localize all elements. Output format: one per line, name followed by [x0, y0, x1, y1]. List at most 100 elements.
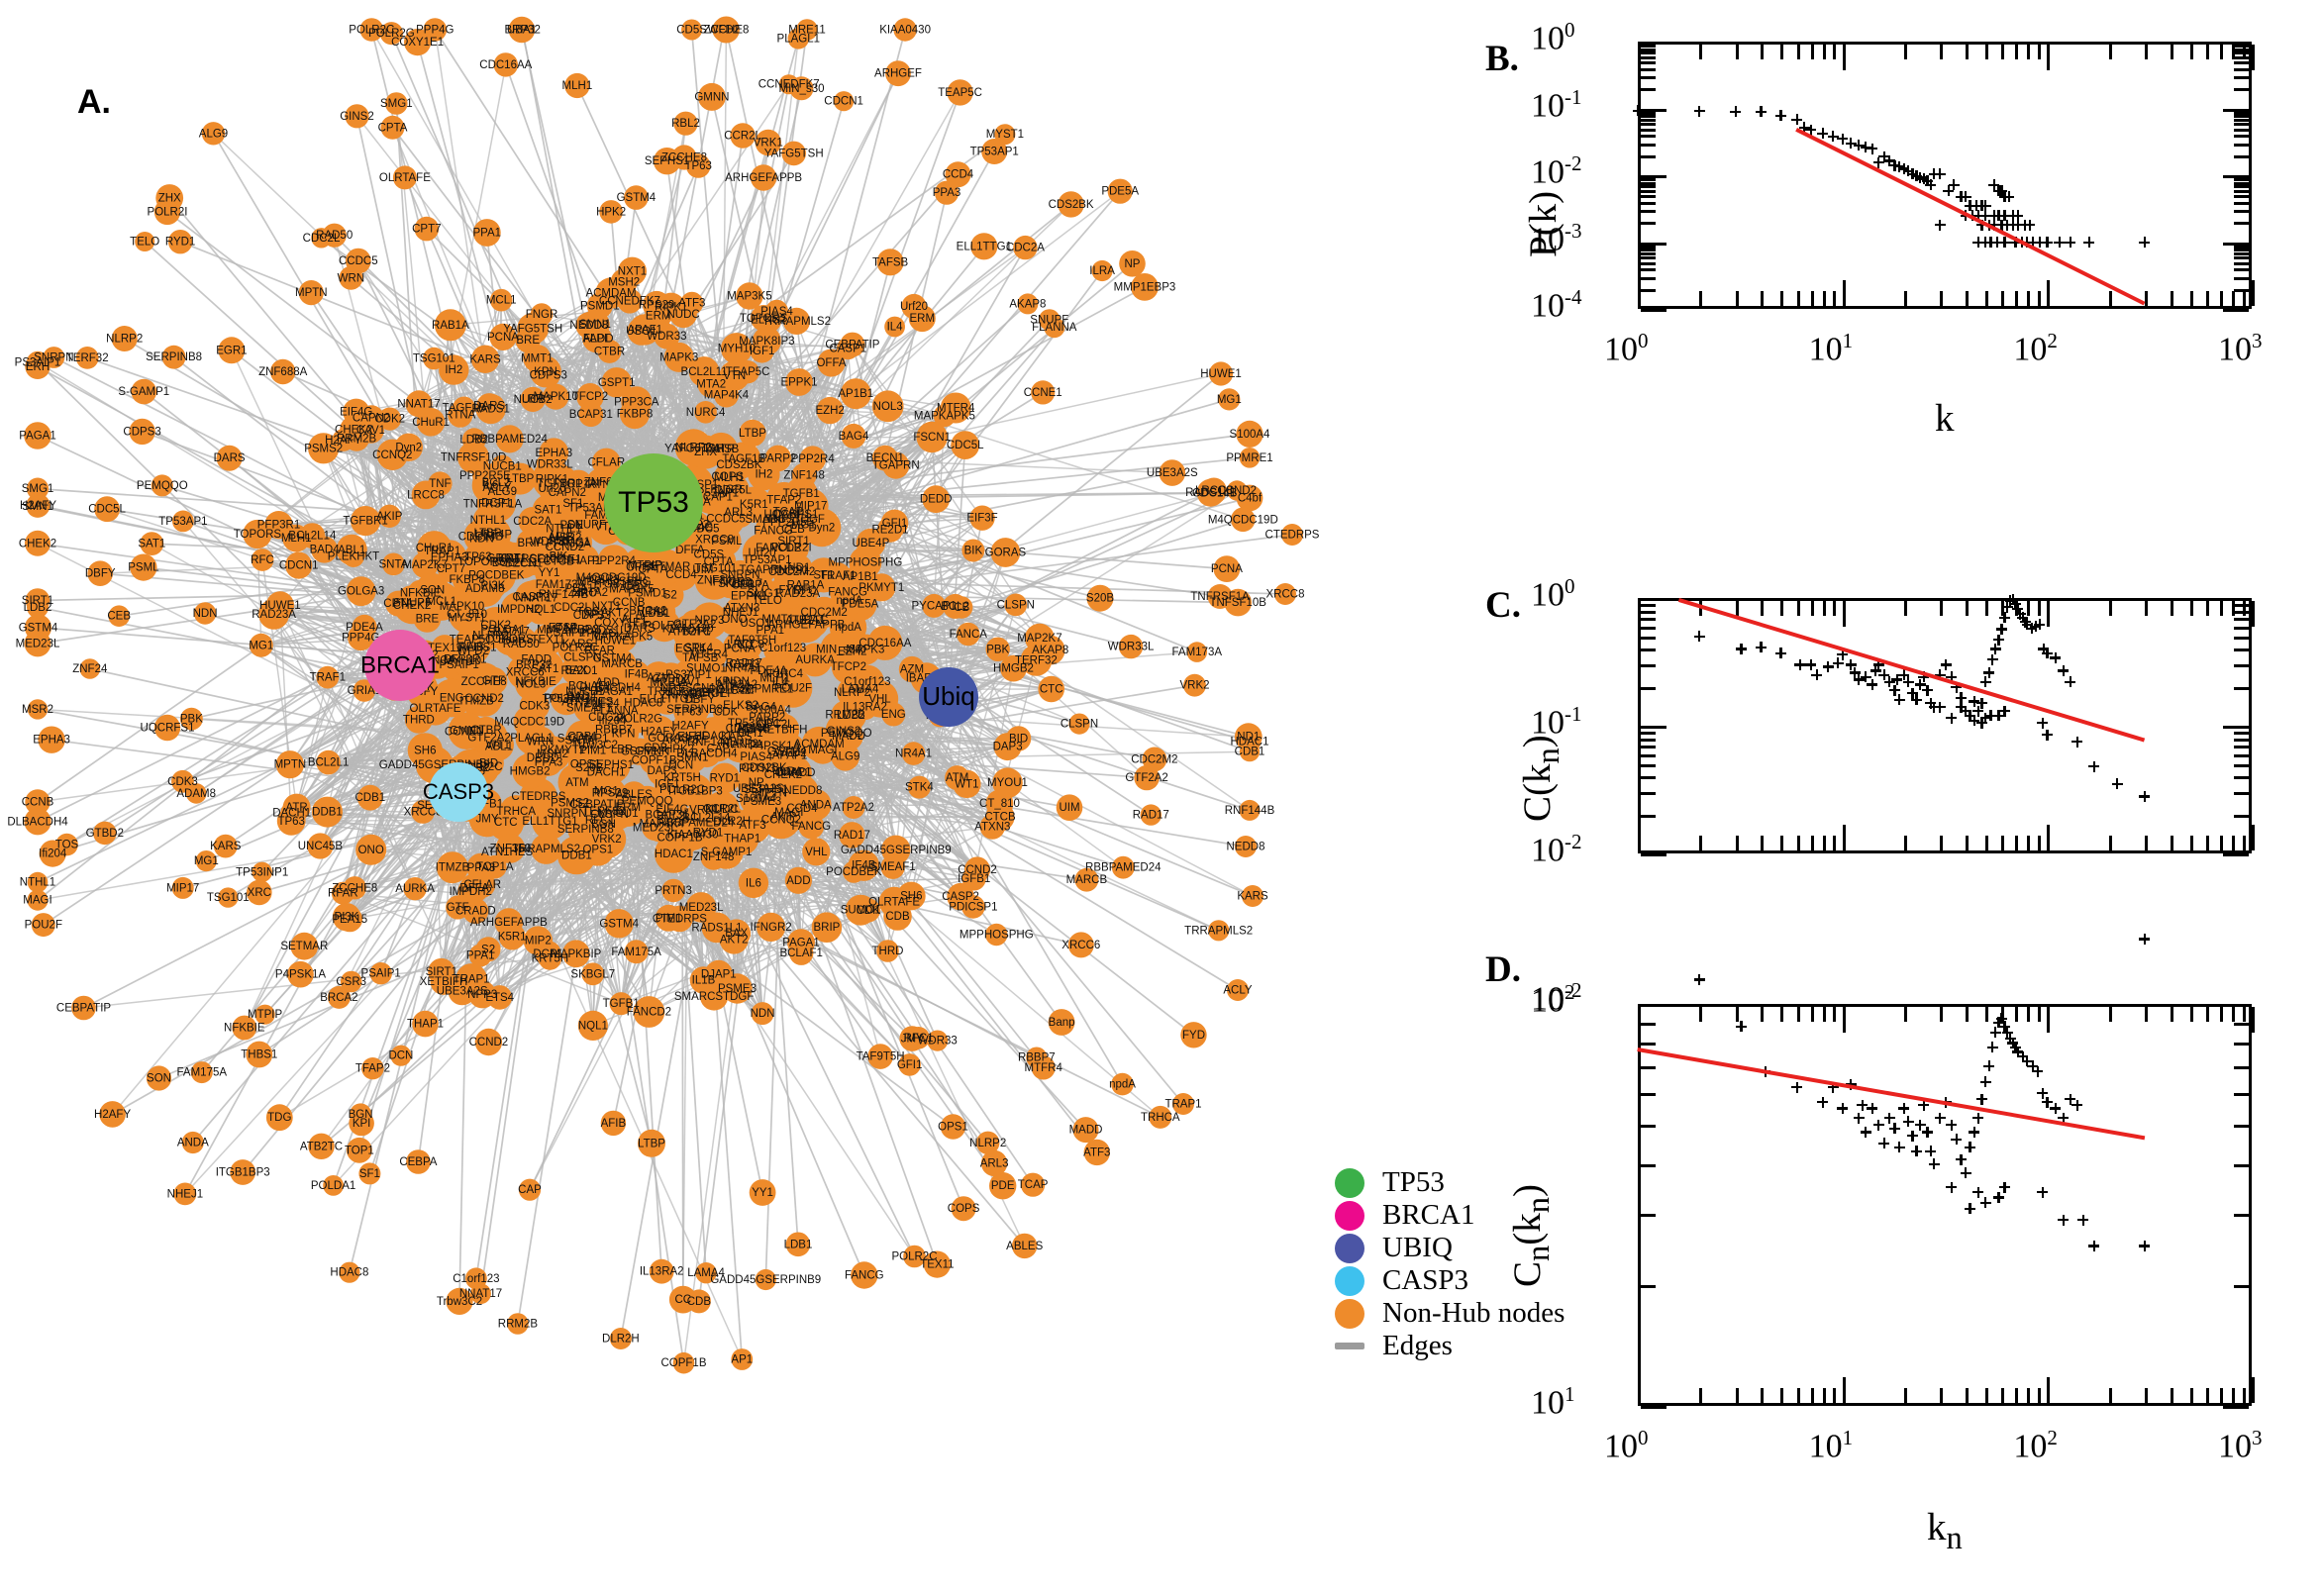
network-node-label: TOP1	[345, 1145, 374, 1156]
network-node-label: TCAP	[1018, 1179, 1049, 1191]
network-node[interactable]	[709, 762, 741, 794]
network-node-label: CDS2BK	[1049, 199, 1094, 211]
network-node-label: ATM	[565, 777, 588, 789]
network-node[interactable]	[825, 562, 852, 589]
axis-tick	[2234, 1284, 2249, 1288]
network-node-label: CDC2M2	[1131, 753, 1177, 765]
panel-d-xlabel: kn	[1927, 1506, 1963, 1556]
axis-tick	[2234, 745, 2249, 748]
network-node-label: PIM1	[656, 913, 682, 925]
axis-tick	[1641, 42, 1666, 45]
network-node-label: TFCP2	[831, 661, 866, 673]
axis-tick	[2144, 291, 2148, 306]
network-node-label: TRHCA	[1141, 1112, 1180, 1124]
axis-tick	[2234, 45, 2249, 49]
network-node-label: MAP4K4	[704, 390, 750, 402]
axis-tick	[2223, 853, 2249, 856]
x-tick-label: 102	[2013, 1426, 2058, 1465]
axis-tick	[2234, 687, 2249, 691]
network-node-label: BRCA2	[320, 992, 357, 1004]
network-node-label: M4QCDC19D	[1208, 514, 1278, 526]
axis-tick	[1966, 45, 1970, 59]
network-node-label: IH2	[445, 364, 462, 376]
network-graph: ARL3BanpTAFSBnpdAALG9NLRP2TP53AP1EPHA3RN…	[7, 16, 1320, 1374]
network-node-label: EPPK1	[780, 377, 817, 389]
network-node-label: MED23L	[16, 639, 60, 650]
hub-node-tp53[interactable]: TP53	[604, 453, 703, 552]
network-node-label: PPA3	[933, 187, 961, 199]
axis-tick	[2170, 1388, 2173, 1403]
network-node-label: KARS	[210, 841, 242, 852]
network-node-label: NNAT17	[397, 398, 440, 410]
network-node-label: CEB	[107, 611, 131, 623]
axis-tick	[1641, 185, 1656, 189]
network-node[interactable]	[407, 733, 443, 768]
network-node-label: WT1	[955, 778, 978, 790]
axis-tick	[2234, 135, 2249, 139]
network-node-label: MTPIP	[628, 559, 662, 571]
axis-tick	[2001, 836, 2005, 850]
axis-tick	[1641, 222, 1656, 226]
network-node-label: BCLAF1	[779, 948, 822, 959]
axis-tick	[2223, 1004, 2249, 1007]
hub-label: BRCA1	[360, 651, 440, 678]
hub-node-ubiq[interactable]: Ubiq	[919, 667, 978, 727]
axis-tick	[1833, 1388, 1837, 1403]
panel-a-label: A.	[77, 83, 111, 121]
network-node-label: IL6	[746, 877, 761, 889]
network-node-label: MPPHOSPHG	[577, 576, 652, 588]
axis-tick	[2206, 1388, 2210, 1403]
axis-tick	[2234, 178, 2249, 182]
axis-tick	[1842, 45, 1846, 70]
network-node-label: RYD1	[693, 828, 723, 840]
network-node-label: MYOU1	[987, 777, 1028, 789]
network-node[interactable]	[700, 844, 727, 870]
network-node-label: KIAA0430	[879, 25, 931, 37]
network-node-label: S100A4	[736, 793, 777, 805]
axis-tick	[1641, 88, 1656, 92]
network-node-label: LAMA4	[842, 684, 879, 696]
network-node[interactable]	[432, 678, 471, 718]
axis-tick	[1735, 1388, 1739, 1403]
axis-tick	[1985, 601, 1989, 616]
axis-tick	[2234, 55, 2249, 59]
axis-tick	[1641, 118, 1656, 122]
data-point	[1693, 973, 1705, 985]
network-node-label: FANCD2	[756, 543, 800, 554]
network-node-label: MCL1	[486, 295, 517, 307]
network-node[interactable]	[531, 834, 561, 864]
network-node-label: CSR3	[729, 659, 759, 671]
axis-tick	[1641, 1406, 1666, 1409]
network-node-label: MAPKAPK5	[914, 410, 975, 422]
network-node-label: MIP2	[525, 936, 552, 948]
axis-tick	[2234, 222, 2249, 226]
axis-tick	[1641, 792, 1656, 796]
network-node-label: EPHA3	[33, 735, 70, 747]
axis-tick	[2015, 836, 2019, 850]
network-node-label: SH6	[900, 891, 922, 903]
axis-tick	[2015, 45, 2019, 59]
axis-tick	[1641, 853, 1666, 856]
axis-tick	[2037, 45, 2041, 59]
network-node-label: MAPKAPK5	[591, 632, 653, 644]
axis-tick	[2234, 1043, 2249, 1047]
axis-tick	[1822, 291, 1826, 306]
axis-tick	[1641, 1093, 1656, 1097]
network-node-label: DLR2H	[602, 1334, 640, 1346]
network-node-label: CEBPATIP	[56, 1003, 111, 1015]
network-node-label: TP53INP1	[236, 866, 288, 878]
axis-tick	[1735, 291, 1739, 306]
axis-tick	[2234, 610, 2249, 614]
network-node-label: FANCA	[950, 629, 988, 641]
network-node-label: NQL1	[526, 604, 556, 616]
network-node-label: USO1	[626, 326, 656, 338]
network-node[interactable]	[404, 705, 433, 734]
network-node-label: MAP4K4	[640, 818, 685, 830]
network-node-label: MAGI	[23, 895, 51, 907]
axis-tick	[1641, 45, 1656, 49]
network-node-label: GTF	[482, 675, 505, 687]
axis-tick	[1638, 1007, 1641, 1033]
network-node-label: MYST1	[448, 613, 485, 625]
axis-tick	[1903, 1007, 1907, 1022]
network-node-label: NLRP2	[106, 334, 143, 346]
